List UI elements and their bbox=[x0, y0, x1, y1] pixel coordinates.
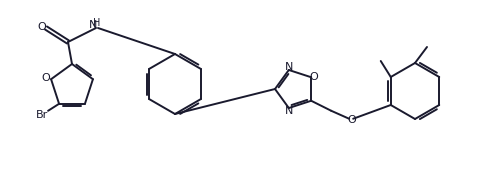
Text: O: O bbox=[42, 73, 50, 83]
Text: H: H bbox=[93, 18, 101, 28]
Text: O: O bbox=[37, 22, 47, 32]
Text: N: N bbox=[285, 106, 293, 116]
Text: N: N bbox=[89, 20, 97, 30]
Text: N: N bbox=[285, 62, 293, 72]
Text: Br: Br bbox=[36, 110, 48, 120]
Text: O: O bbox=[348, 115, 357, 125]
Text: O: O bbox=[310, 72, 319, 82]
